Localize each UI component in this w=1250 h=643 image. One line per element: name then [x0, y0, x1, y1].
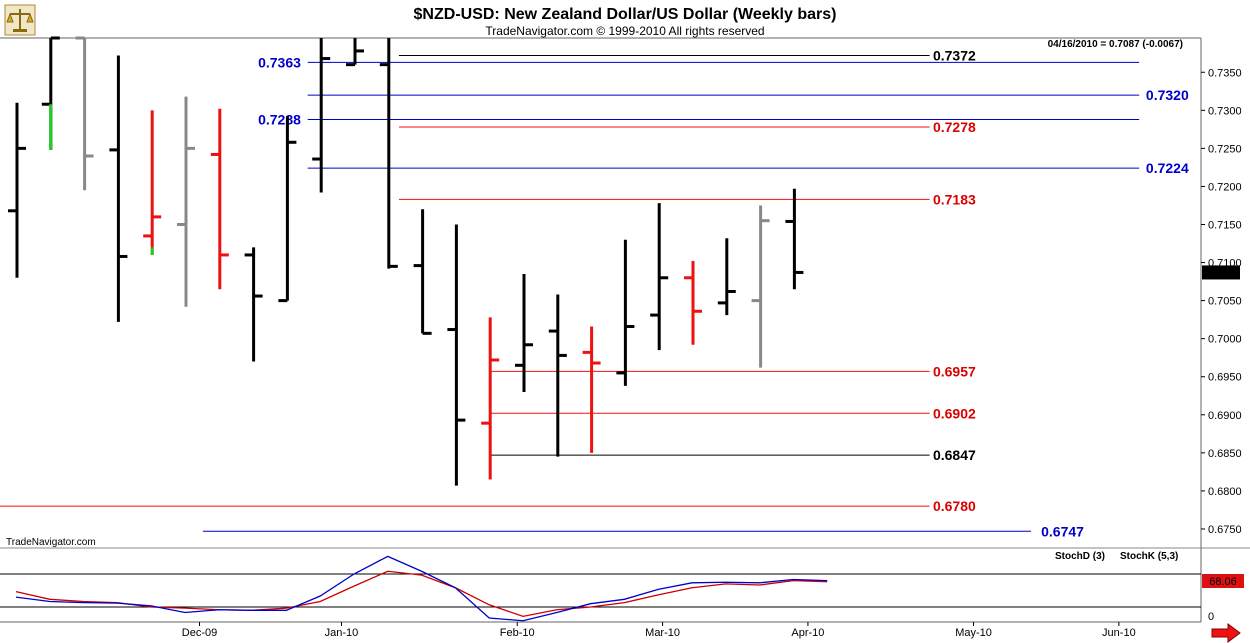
- last-price-tag: 0.7087: [1202, 265, 1240, 280]
- ohlc-bar: [8, 102, 26, 278]
- level-label: 0.7288: [258, 111, 301, 127]
- level-label: 0.7320: [1146, 87, 1189, 103]
- y-tick-label: 0.7200: [1208, 181, 1242, 193]
- stoch-y-tick: 0: [1208, 611, 1214, 623]
- level-label: 0.6780: [933, 498, 976, 514]
- ohlc-bar: [278, 116, 297, 303]
- y-tick-label: 0.6800: [1208, 486, 1242, 498]
- level-label: 0.7363: [258, 54, 301, 70]
- ohlc-bar: [244, 247, 263, 362]
- ohlc-bar: [548, 294, 567, 457]
- x-tick-label: Jan-10: [325, 627, 359, 639]
- watermark: TradeNavigator.com: [6, 537, 96, 548]
- y-tick-label: 0.6900: [1208, 410, 1242, 422]
- level-label: 0.6747: [1041, 523, 1084, 539]
- price-bars: [8, 36, 804, 486]
- y-tick-label: 0.7150: [1208, 219, 1242, 231]
- level-label: 0.6957: [933, 363, 976, 379]
- stoch-last-tag: 68.06: [1202, 574, 1244, 588]
- level-label: 0.7183: [933, 191, 976, 207]
- ohlc-bar: [109, 55, 128, 322]
- copyright-line: TradeNavigator.com © 1999-2010 All right…: [485, 24, 764, 38]
- y-tick-label: 0.6950: [1208, 372, 1242, 384]
- x-tick-label: Feb-10: [500, 627, 535, 639]
- stoch-d-line: [15, 570, 828, 618]
- ohlc-bar: [481, 317, 500, 480]
- ohlc-bar: [717, 238, 736, 316]
- x-tick-label: Dec-09: [182, 627, 217, 639]
- ohlc-bar: [616, 239, 635, 386]
- price-panel-frame: [0, 37, 1250, 549]
- stochastic-panel: [0, 555, 1201, 622]
- ohlc-bar: [785, 188, 804, 290]
- stoch-k-line: [15, 555, 828, 622]
- y-tick-label: 0.6750: [1208, 524, 1242, 536]
- stoch-d-legend: StochD (3): [1055, 551, 1105, 562]
- arrow-right-icon[interactable]: [1211, 623, 1241, 643]
- y-tick-label: 0.7350: [1208, 67, 1242, 79]
- level-label: 0.7224: [1146, 160, 1189, 176]
- ohlc-bar: [684, 261, 702, 345]
- x-tick-label: May-10: [955, 627, 992, 639]
- y-tick-label: 0.7250: [1208, 143, 1242, 155]
- last-bar-info: 04/16/2010 = 0.7087 (-0.0067): [1048, 39, 1183, 50]
- level-label: 0.6847: [933, 447, 976, 463]
- x-axis: Dec-09 Jan-10 Feb-10 Mar-10 Apr-10 May-10 Jun-…: [182, 622, 1136, 639]
- level-label: 0.7278: [933, 119, 976, 135]
- ohlc-bar: [346, 38, 364, 67]
- x-tick-label: Jun-10: [1102, 627, 1136, 639]
- x-tick-label: Mar-10: [645, 627, 680, 639]
- y-tick-label: 0.7000: [1208, 334, 1242, 346]
- ohlc-bar: [751, 205, 770, 368]
- y-tick-label: 0.7300: [1208, 105, 1242, 117]
- stoch-k-legend: StochK (5,3): [1120, 551, 1178, 562]
- level-label: 0.6902: [933, 405, 976, 421]
- y-tick-label: 0.7050: [1208, 296, 1242, 308]
- ohlc-bar: [650, 203, 669, 351]
- ohlc-bar: [413, 209, 432, 335]
- chart-title: $NZD-USD: New Zealand Dollar/US Dollar (…: [414, 6, 837, 23]
- ohlc-bar: [143, 110, 162, 255]
- last-price-tag-label: 0.7087: [1204, 267, 1238, 279]
- ohlc-bar: [582, 326, 601, 453]
- ohlc-bar: [41, 36, 60, 150]
- scales-icon: [4, 4, 36, 36]
- ohlc-bar: [177, 96, 195, 307]
- y-axis: 0.73500.73000.72500.72000.71500.71000.70…: [1201, 67, 1242, 536]
- level-label: 0.7372: [933, 48, 976, 64]
- x-tick-label: Apr-10: [791, 627, 824, 639]
- ohlc-bar: [75, 36, 94, 191]
- ohlc-bar: [210, 108, 229, 290]
- stoch-panel-frame: [0, 548, 1202, 623]
- ohlc-bar: [312, 38, 331, 193]
- ohlc-bar: [379, 38, 398, 269]
- support-resistance-levels: 0.7372 0.7363 0.7320 0.7288 0.7278 0.7224 0.71…: [0, 48, 1189, 539]
- stoch-last-tag-label: 68.06: [1209, 576, 1237, 588]
- y-tick-label: 0.6850: [1208, 448, 1242, 460]
- ohlc-bar: [447, 224, 466, 486]
- ohlc-bar: [515, 273, 533, 392]
